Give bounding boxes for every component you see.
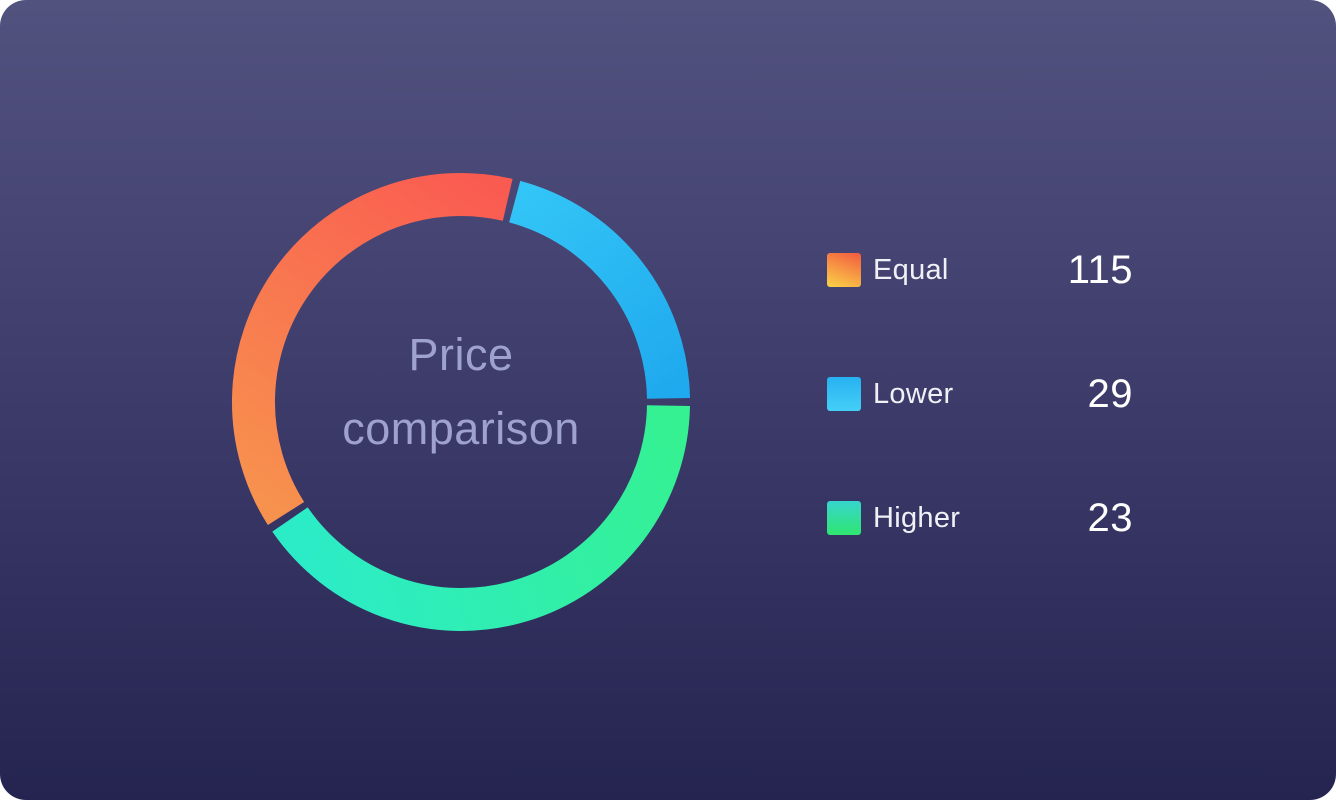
- legend-value-equal: 115: [1067, 247, 1133, 292]
- legend-value-lower: 29: [1087, 371, 1133, 416]
- donut-segment-lower[interactable]: [508, 180, 690, 400]
- legend-swatch-lower: [827, 377, 861, 411]
- donut-segment-equal[interactable]: [231, 172, 513, 526]
- legend-label-lower: Lower: [873, 377, 954, 410]
- legend-swatch-equal: [827, 253, 861, 287]
- legend-item-lower[interactable]: Lower 29: [827, 372, 1133, 416]
- center-label-line1: Price: [408, 329, 514, 380]
- legend-label-equal: Equal: [873, 253, 949, 286]
- center-label-line2: comparison: [342, 403, 580, 454]
- legend-item-equal[interactable]: Equal 115: [827, 248, 1133, 292]
- legend-label-higher: Higher: [873, 501, 961, 534]
- legend-swatch-higher: [827, 501, 861, 535]
- chart-center-label: Price comparison: [161, 318, 761, 466]
- legend-value-higher: 23: [1087, 495, 1133, 540]
- donut-segment-higher[interactable]: [272, 405, 690, 631]
- legend-item-higher[interactable]: Higher 23: [827, 496, 1133, 540]
